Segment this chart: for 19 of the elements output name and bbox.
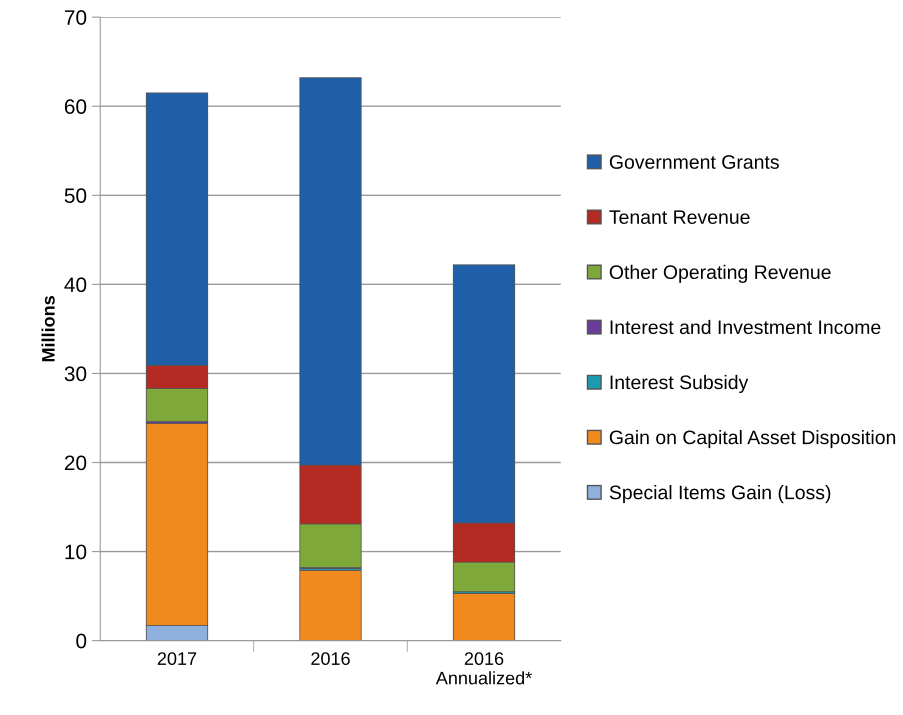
legend-label: Interest and Investment Income (610, 320, 880, 334)
y-tick-label: 0 (76, 634, 86, 648)
x-tick-label: 2017 (158, 652, 196, 666)
legend-label: Gain on Capital Asset Disposition (610, 430, 896, 448)
y-tick-label: 40 (64, 277, 86, 292)
y-tick-label: 20 (64, 456, 86, 470)
legend-label: Special Items Gain (Loss) (610, 485, 830, 504)
y-tick-label: 10 (65, 544, 86, 560)
y-tick-label: 50 (64, 188, 86, 204)
legend-label: Government Grants (610, 155, 779, 169)
x-tick-label: 2016 (311, 652, 350, 666)
legend-label: Interest Subsidy (610, 374, 748, 394)
y-tick-label: 60 (64, 99, 86, 114)
legend-label: Tenant Revenue (609, 210, 750, 224)
y-tick-label: 30 (64, 366, 86, 382)
x-tick-label: 2016 Annualized* (436, 652, 532, 684)
y-axis-title: Millions (41, 296, 55, 362)
legend-label: Other Operating Revenue (610, 264, 831, 283)
y-tick-label: 70 (64, 10, 86, 25)
